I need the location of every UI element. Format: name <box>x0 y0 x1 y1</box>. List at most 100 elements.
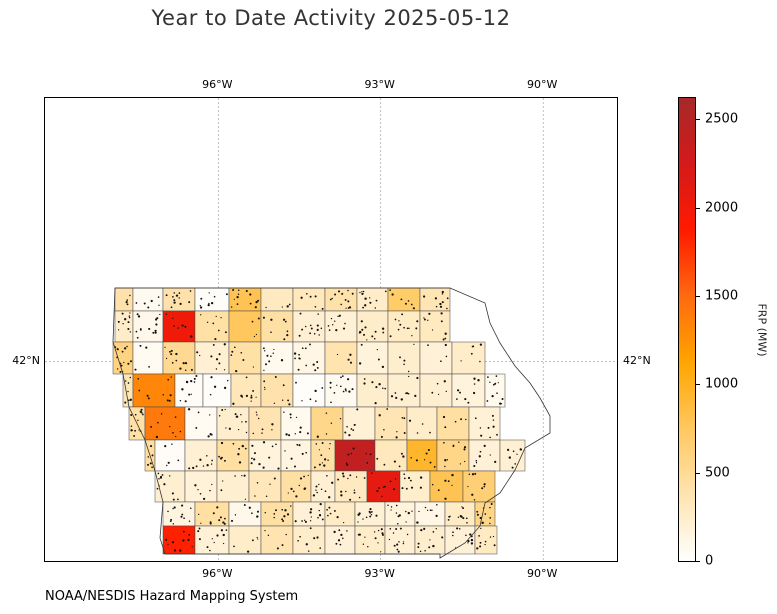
fire-detection-point <box>197 489 199 491</box>
fire-detection-point <box>452 444 455 447</box>
state-outline <box>112 287 551 559</box>
fire-detection-point <box>120 364 123 367</box>
fire-detection-point <box>403 417 406 420</box>
fire-detection-point <box>424 506 427 509</box>
fire-detection-point <box>444 465 446 468</box>
fire-detection-point <box>329 298 332 301</box>
fire-detection-point <box>305 364 308 367</box>
fire-detection-point <box>326 508 328 511</box>
fire-detection-point <box>391 293 394 296</box>
fire-detection-point <box>284 450 286 452</box>
fire-detection-point <box>410 486 414 489</box>
fire-detection-point <box>288 434 291 437</box>
fire-detection-point <box>289 416 292 419</box>
fire-detection-point <box>353 423 356 426</box>
fire-detection-point <box>463 446 467 449</box>
county-7-9 <box>444 501 476 527</box>
fire-detection-point <box>240 413 242 416</box>
county-6-8 <box>399 470 431 503</box>
fire-detection-point <box>394 478 397 480</box>
fire-detection-point <box>195 426 198 429</box>
fire-detection-point <box>403 473 406 476</box>
fire-detection-point <box>262 441 266 444</box>
fire-detection-point <box>298 484 300 487</box>
fire-detection-point <box>161 474 164 476</box>
county-3-4 <box>230 373 262 408</box>
fire-detection-point <box>297 540 299 542</box>
fire-detection-point <box>490 502 493 506</box>
fire-detection-point <box>230 306 233 308</box>
county-4-11 <box>468 406 501 441</box>
fire-detection-point <box>330 422 333 424</box>
fire-detection-point <box>122 322 124 325</box>
fire-detection-point <box>179 399 182 402</box>
fire-detection-point <box>344 388 347 391</box>
fire-detection-point <box>349 361 353 364</box>
fire-detection-point <box>258 462 261 466</box>
fire-detection-point <box>407 476 411 480</box>
fire-detection-point <box>393 488 395 491</box>
county-4-3 <box>216 406 250 441</box>
fire-detection-point <box>420 528 423 532</box>
fire-detection-point <box>368 510 371 513</box>
fire-detection-point <box>405 392 409 395</box>
fire-detection-point <box>293 352 297 355</box>
fire-detection-point <box>415 327 418 330</box>
fire-detection-point <box>388 538 391 541</box>
fire-detection-point <box>317 313 319 315</box>
fire-detection-point <box>262 316 265 319</box>
fire-detection-point <box>213 385 217 388</box>
county-0-10 <box>419 287 451 312</box>
fire-detection-point <box>375 386 378 389</box>
county-7-4 <box>292 501 326 527</box>
fire-detection-point <box>190 393 192 395</box>
fire-detection-point <box>381 532 384 535</box>
fire-detection-point <box>462 517 465 520</box>
fire-detection-point <box>250 400 252 402</box>
fire-detection-point <box>395 504 398 507</box>
fire-detection-point <box>423 317 425 319</box>
fire-detection-point <box>138 429 140 431</box>
fire-detection-point <box>277 467 280 470</box>
fire-detection-point <box>367 545 369 548</box>
fire-detection-point <box>181 388 184 391</box>
fire-detection-point <box>134 368 137 371</box>
fire-detection-point <box>282 318 286 321</box>
fire-detection-point <box>245 289 248 293</box>
fire-detection-point <box>283 338 286 341</box>
fire-detection-point <box>484 513 487 515</box>
fire-detection-point <box>212 343 215 346</box>
fire-detection-point <box>298 353 300 356</box>
fire-detection-point <box>342 390 345 393</box>
fire-detection-point <box>218 455 221 458</box>
fire-detection-point <box>255 396 257 398</box>
fire-detection-point <box>312 363 315 366</box>
fire-detection-point <box>298 334 301 337</box>
fire-detection-point <box>407 511 410 515</box>
fire-detection-point <box>283 411 285 413</box>
fire-detection-point <box>165 294 168 297</box>
fire-detection-point <box>286 330 289 333</box>
county-2-7 <box>324 341 358 375</box>
fire-detection-point <box>353 489 356 491</box>
fire-detection-point <box>484 540 487 543</box>
fire-detection-point <box>181 324 184 327</box>
fire-detection-point <box>254 495 256 497</box>
fire-detection-point <box>346 425 348 428</box>
fire-detection-point <box>269 483 271 485</box>
fire-detection-point <box>287 399 290 402</box>
fire-detection-point <box>224 331 227 334</box>
fire-detection-point <box>314 305 317 308</box>
fire-detection-point <box>329 381 332 384</box>
fire-detection-point <box>232 402 235 405</box>
fire-detection-point <box>134 413 137 416</box>
lon-tick-label-bottom: 90°W <box>527 567 558 580</box>
fire-detection-point <box>348 434 351 437</box>
fire-detection-point <box>211 538 213 540</box>
fire-detection-point <box>374 537 377 540</box>
fire-detection-point <box>197 530 200 533</box>
county-5-6 <box>310 439 336 472</box>
colorbar <box>678 97 696 562</box>
fire-detection-point <box>172 507 174 510</box>
fire-detection-point <box>188 534 191 536</box>
